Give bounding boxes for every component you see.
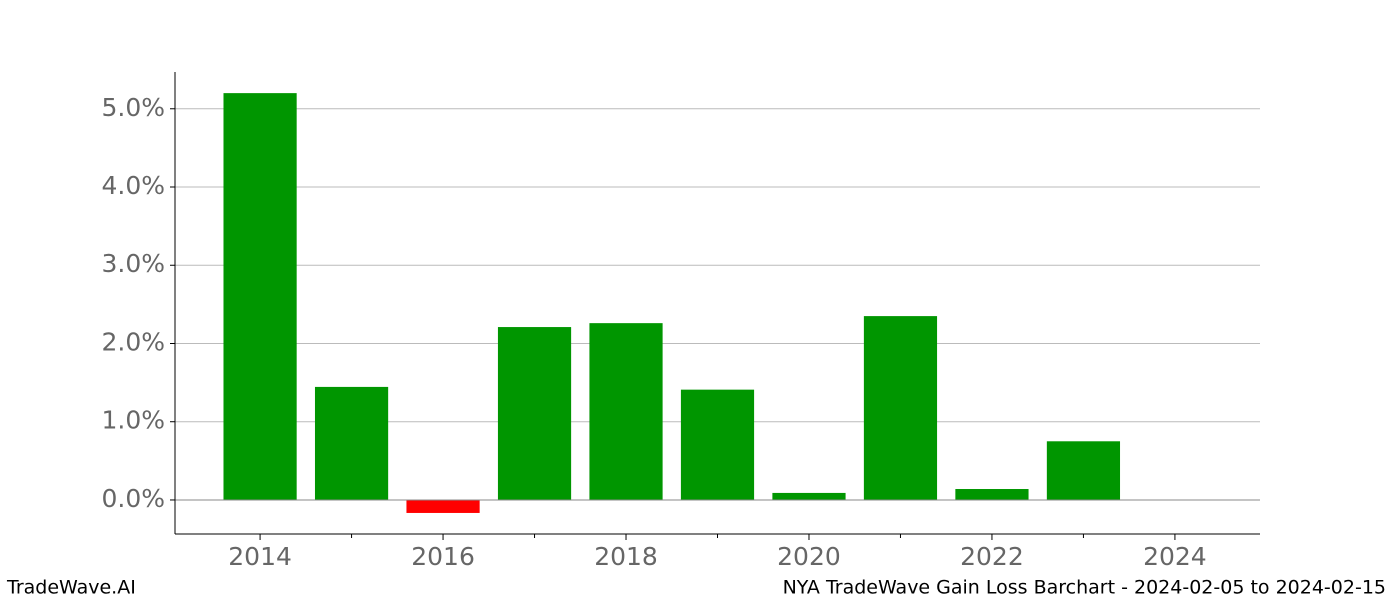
bar <box>497 327 572 500</box>
bar <box>1046 441 1121 500</box>
bar <box>223 93 297 500</box>
chart-title: NYA TradeWave Gain Loss Barchart - 2024-… <box>783 577 1386 599</box>
bar <box>314 386 389 500</box>
y-tick-label: 5.0% <box>101 93 165 122</box>
x-tick-label: 2018 <box>594 542 658 571</box>
x-tick-label: 2016 <box>411 542 475 571</box>
source-label: TradeWave.AI <box>6 577 136 599</box>
y-tick-label: 2.0% <box>101 327 165 356</box>
bar <box>589 323 663 500</box>
bar <box>406 499 480 513</box>
y-tick-label: 3.0% <box>101 249 165 278</box>
y-tick-label: 0.0% <box>101 484 165 513</box>
x-tick-label: 2020 <box>777 542 841 571</box>
bar <box>863 316 938 500</box>
y-tick-label: 1.0% <box>101 406 165 435</box>
y-tick-label: 4.0% <box>101 171 165 200</box>
bar <box>955 489 1029 500</box>
bar <box>772 492 846 500</box>
bar <box>680 389 755 500</box>
x-tick-label: 2014 <box>228 542 292 571</box>
x-tick-label: 2022 <box>960 542 1024 571</box>
x-tick-label: 2024 <box>1143 542 1207 571</box>
